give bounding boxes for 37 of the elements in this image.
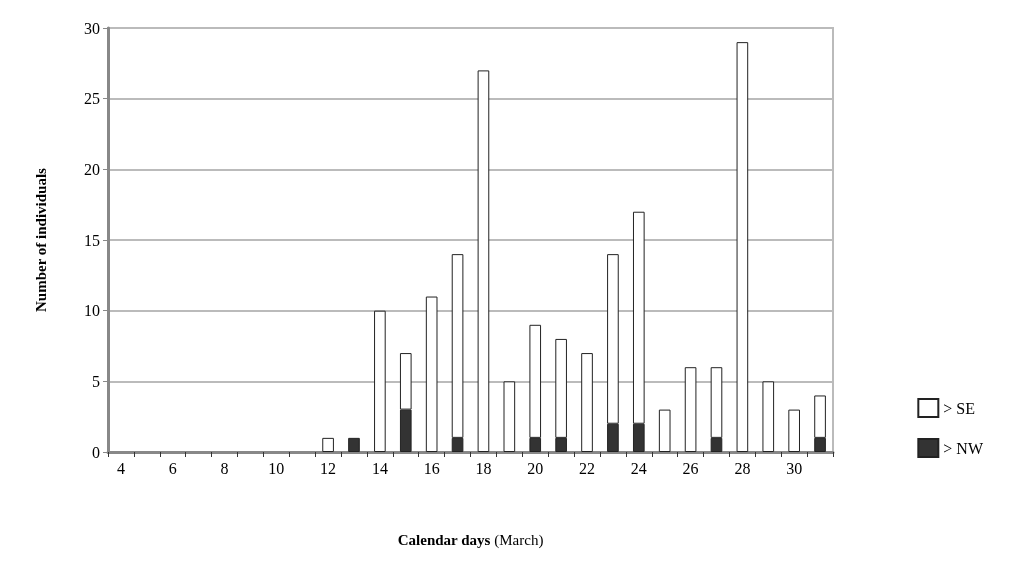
y-tick-label: 10 bbox=[84, 302, 100, 320]
x-tick-label: 12 bbox=[320, 459, 337, 477]
bar bbox=[762, 381, 775, 452]
x-tick-label: 8 bbox=[220, 459, 229, 477]
bar bbox=[348, 437, 360, 452]
bar bbox=[425, 296, 438, 452]
bar bbox=[503, 381, 516, 452]
bar bbox=[736, 42, 749, 452]
x-tick-label: 30 bbox=[786, 459, 803, 477]
x-axis-title: Calendar days (March) bbox=[397, 531, 544, 549]
x-tick-label: 6 bbox=[168, 459, 177, 477]
x-tick-label: 20 bbox=[527, 459, 544, 477]
y-tick-label: 0 bbox=[92, 443, 100, 461]
y-tick-label: 5 bbox=[92, 372, 100, 390]
y-tick-label: 20 bbox=[84, 160, 100, 178]
bar bbox=[477, 70, 490, 452]
y-axis-title: Number of individuals bbox=[32, 167, 49, 312]
x-tick-label: 18 bbox=[475, 459, 492, 477]
bar bbox=[581, 353, 593, 452]
x-tick-label: 10 bbox=[268, 459, 285, 477]
y-tick-label: 30 bbox=[84, 19, 100, 37]
x-tick-label: 16 bbox=[423, 459, 440, 477]
legend-label: > NW bbox=[943, 439, 984, 457]
y-tick-label: 25 bbox=[84, 90, 100, 108]
bar bbox=[374, 310, 386, 452]
x-tick-label: 28 bbox=[734, 459, 751, 477]
y-tick-label: 15 bbox=[84, 231, 100, 249]
bar bbox=[658, 409, 671, 452]
bar bbox=[788, 409, 800, 452]
x-tick-label: 22 bbox=[579, 459, 596, 477]
x-tick-label: 4 bbox=[116, 459, 125, 477]
bar bbox=[322, 437, 334, 452]
legend-label: > SE bbox=[943, 399, 976, 417]
x-tick-label: 26 bbox=[682, 459, 699, 477]
bar bbox=[684, 367, 697, 452]
x-tick-label: 14 bbox=[371, 459, 388, 477]
x-tick-label: 24 bbox=[630, 459, 647, 477]
